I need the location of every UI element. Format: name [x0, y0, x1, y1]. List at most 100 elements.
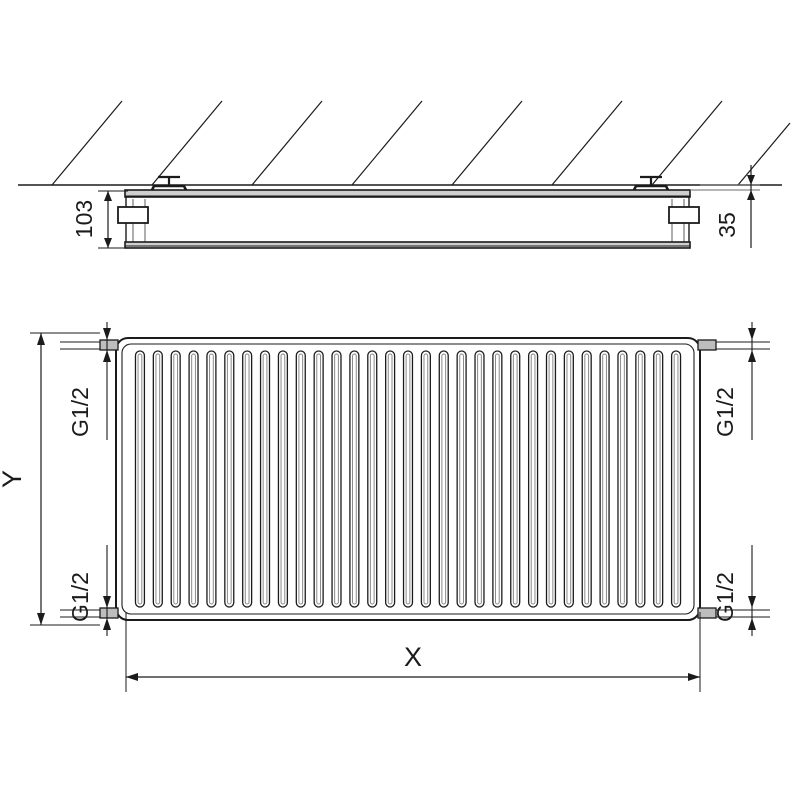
wall-hatch-line — [651, 100, 723, 186]
radiator-fin — [402, 350, 414, 608]
radiator-fin — [492, 350, 503, 608]
radiator-fin-inner-line — [566, 353, 572, 605]
radiator-fin-inner-line — [334, 353, 339, 605]
radiator-fin-inner-line — [441, 353, 447, 605]
radiator-fin-inner-line — [262, 353, 268, 605]
radiator-fin-inner-line — [673, 353, 679, 605]
radiator-fin-inner-line — [459, 353, 464, 605]
dimension-thread-bottom-left: G1/2 — [67, 545, 111, 636]
radiator-fin-inner-line — [423, 353, 429, 605]
radiator-fin — [581, 350, 592, 608]
dimension-width-x: X — [125, 612, 701, 692]
radiator-fin — [188, 350, 199, 608]
dimension-label-thread-bottom-left: G1/2 — [67, 572, 93, 622]
dimension-depth-103: 103 — [71, 190, 128, 249]
dimension-label-thread-top-left: G1/2 — [67, 387, 93, 437]
radiator-fin — [134, 350, 146, 608]
radiator-bottom-panel — [124, 241, 691, 249]
dimension-height-y: Y — [0, 332, 100, 626]
connection-stub-bottom-left — [60, 607, 119, 619]
radiator-fin-inner-line — [637, 353, 643, 605]
radiator-fin-inner-line — [352, 353, 357, 605]
radiator-fin-inner-line — [155, 353, 161, 605]
wall-hatch-line — [51, 100, 123, 186]
dimension-thread-top-left: G1/2 — [67, 322, 111, 440]
dimension-label-x: X — [404, 642, 422, 672]
radiator-fin — [367, 350, 378, 608]
radiator-fin-inner-line — [494, 353, 500, 605]
radiator-fin — [599, 350, 610, 608]
radiator-fin — [277, 350, 289, 608]
dimension-thread-top-right: G1/2 — [712, 322, 756, 440]
radiator-fin — [420, 350, 431, 608]
dimension-thread-bottom-right: G1/2 — [712, 545, 756, 636]
radiator-fin-inner-line — [137, 353, 143, 605]
radiator-fin — [313, 350, 324, 608]
radiator-fin-inner-line — [655, 353, 661, 605]
valve-connector-right — [668, 206, 700, 224]
connection-stub-top-right — [697, 339, 770, 351]
radiator-fin — [385, 350, 396, 608]
radiator-fin — [331, 350, 342, 608]
radiator-fin — [474, 350, 485, 608]
radiator-fin-inner-line — [298, 353, 304, 605]
radiator-fin-inner-line — [405, 353, 411, 605]
radiator-fin — [527, 350, 539, 608]
valve-connector-left — [117, 206, 149, 224]
wall-hatch-line — [351, 100, 423, 186]
radiator-fin — [670, 350, 682, 608]
radiator-fin-inner-line — [191, 353, 196, 605]
radiator-fin-inner-line — [512, 353, 518, 605]
connection-stub-bottom-right — [697, 607, 770, 619]
radiator-fin — [206, 350, 217, 608]
dimension-label-thread-bottom-right: G1/2 — [712, 572, 738, 622]
wall-hatch-line — [251, 100, 323, 186]
radiator-fin — [563, 350, 574, 608]
wall-hatch-line — [151, 100, 223, 186]
radiator-fin — [259, 350, 271, 608]
radiator-fin-inner-line — [244, 353, 250, 605]
radiator-fin-group — [134, 350, 682, 608]
radiator-fin-inner-line — [620, 353, 625, 605]
radiator-fin — [170, 350, 181, 608]
dimension-label-y: Y — [0, 470, 27, 488]
side-section-view: 103 35 — [18, 100, 791, 249]
radiator-fin — [510, 350, 521, 608]
radiator-fin — [224, 350, 235, 608]
radiator-fin-inner-line — [387, 353, 393, 605]
dimension-label-thread-top-right: G1/2 — [712, 387, 738, 437]
radiator-fin — [242, 350, 253, 608]
front-elevation-view: G1/2 G1/2 G1/2 G1/2 — [0, 322, 770, 692]
radiator-fin-inner-line — [530, 353, 536, 605]
radiator-fin-inner-line — [584, 353, 590, 605]
radiator-fin — [456, 350, 467, 608]
radiator-fin — [152, 350, 163, 608]
radiator-fin-inner-line — [280, 353, 286, 605]
radiator-top-panel — [124, 189, 691, 198]
wall-hatch-line — [737, 122, 791, 186]
dimension-gap-35: 35 — [690, 165, 760, 248]
radiator-fin-inner-line — [226, 353, 232, 605]
radiator-fin — [617, 350, 628, 608]
wall-hatch-group — [51, 100, 791, 186]
radiator-fin-inner-line — [369, 353, 375, 605]
wall-hatch-line — [451, 100, 523, 186]
radiator-fin-inner-line — [477, 353, 482, 605]
dimension-label-103: 103 — [71, 200, 97, 238]
radiator-fin-inner-line — [602, 353, 607, 605]
radiator-fin-inner-line — [316, 353, 322, 605]
radiator-fin — [653, 350, 664, 608]
connection-stub-top-left — [60, 339, 119, 351]
radiator-fin-inner-line — [548, 353, 554, 605]
radiator-front-panel-inner-outline — [121, 343, 695, 615]
dimension-label-35: 35 — [714, 212, 740, 238]
wall-hatch-line — [551, 100, 623, 186]
radiator-fin — [635, 350, 646, 608]
radiator-fin — [295, 350, 306, 608]
radiator-fin — [545, 350, 557, 608]
radiator-fin-inner-line — [173, 353, 179, 605]
radiator-fin — [438, 350, 449, 608]
radiator-fin-inner-line — [209, 353, 214, 605]
